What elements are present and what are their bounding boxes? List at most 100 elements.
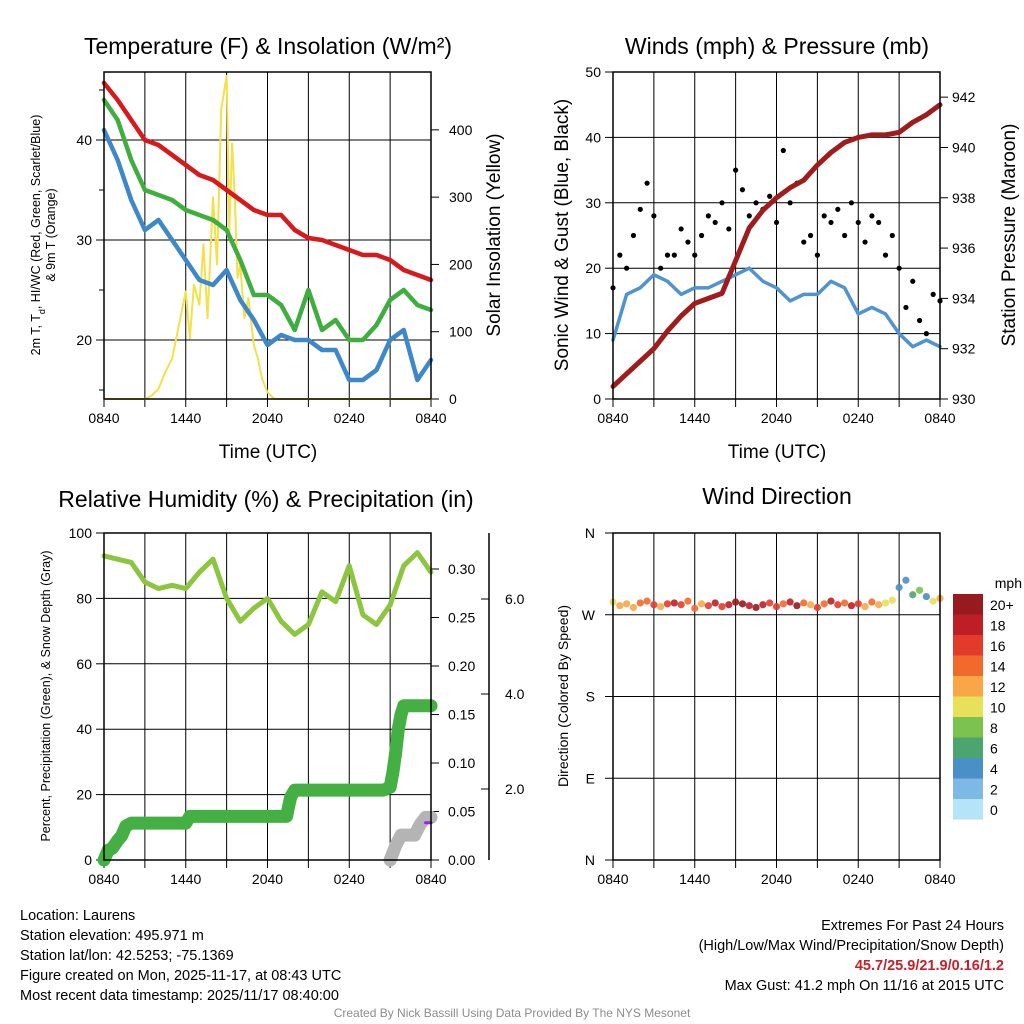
wind-direction-point xyxy=(793,602,801,610)
y-axis-label: 2m T, Td, HI/WC (Red, Green, Scarlet/Blu… xyxy=(29,115,47,356)
wind-direction-point xyxy=(752,603,760,612)
x-tick-label: 0240 xyxy=(843,410,874,426)
legend-swatch xyxy=(953,799,983,820)
wind-direction-point xyxy=(691,604,699,612)
y-right-axis-label: Solar Insolation (Yellow) xyxy=(484,133,505,336)
panel-title: Relative Humidity (%) & Precipitation (i… xyxy=(58,486,473,512)
y-tick-label: 0 xyxy=(593,391,601,407)
x-tick-label: 1440 xyxy=(170,871,201,887)
wind-direction-point xyxy=(684,597,692,605)
gust-point xyxy=(787,200,793,206)
panel-title: Wind Direction xyxy=(702,483,852,509)
gust-point xyxy=(828,219,834,226)
gust-point xyxy=(712,219,718,226)
wind-direction-point xyxy=(657,602,665,611)
wind-direction-point xyxy=(888,596,896,604)
plot-frame xyxy=(612,532,941,861)
y-tick-label: 80 xyxy=(76,590,92,606)
wind-direction-point xyxy=(650,601,658,609)
wind-direction-point xyxy=(786,598,794,606)
x-tick-label: 0240 xyxy=(334,871,365,887)
wind-direction-point xyxy=(827,597,835,605)
gust-point xyxy=(923,331,929,337)
latlon-text: Station lat/lon: 42.5253; -75.1369 xyxy=(20,948,234,964)
y-tick-label: 20 xyxy=(76,787,92,803)
extremes-info: Extremes For Past 24 Hours (High/Low/Max… xyxy=(699,916,1004,996)
y-tick-label: 20 xyxy=(585,260,601,276)
snow-tick-label: 2.0 xyxy=(505,781,525,797)
gust-point xyxy=(746,213,752,219)
panel-1 xyxy=(96,71,439,407)
gust-point xyxy=(733,167,739,173)
y-right-tick-label: 100 xyxy=(449,324,473,340)
panel-title: Temperature (F) & Insolation (W/m²) xyxy=(84,33,452,59)
panel-4 xyxy=(605,532,983,868)
wind-direction-point xyxy=(847,602,856,610)
gust-point xyxy=(767,193,773,199)
y-axis-label: Direction (Colored By Speed) xyxy=(555,605,571,787)
gust-point xyxy=(617,252,623,258)
snow-depth-line xyxy=(383,810,438,867)
gust-point xyxy=(719,200,725,206)
wind-direction-point xyxy=(909,591,917,599)
y-tick-label: 40 xyxy=(585,129,601,145)
legend-label: 4 xyxy=(990,761,998,777)
y-right-tick-label: 400 xyxy=(449,122,473,138)
snow-tick-label: 6.0 xyxy=(505,591,525,607)
gust-point xyxy=(807,232,814,239)
legend-label: 8 xyxy=(990,720,998,736)
x-tick-label: 2040 xyxy=(252,871,283,887)
x-tick-label: 0840 xyxy=(924,410,955,426)
wind-direction-point xyxy=(813,603,821,612)
extremes-values: 45.7/25.9/21.9/0.16/1.2 xyxy=(854,958,1004,974)
y-tick-label: 60 xyxy=(76,656,92,672)
wind-direction-point xyxy=(772,602,781,611)
y-right-tick-label: 930 xyxy=(952,391,976,407)
plot-frame xyxy=(612,71,941,400)
y-tick-label: 10 xyxy=(585,326,601,342)
gust-point xyxy=(855,219,861,226)
wind-direction-point xyxy=(725,601,733,609)
wind-direction-point xyxy=(868,598,876,606)
legend-swatch xyxy=(953,758,983,779)
y-tick-label: 100 xyxy=(69,525,93,541)
precipitation-line xyxy=(97,699,438,867)
wind-direction-point xyxy=(759,601,767,609)
precip-tick-label: 0.10 xyxy=(448,755,475,771)
wind-direction-point xyxy=(732,598,740,606)
gust-point xyxy=(705,213,711,219)
gust-point xyxy=(876,219,882,226)
gust-point xyxy=(692,252,698,258)
y-tick-label: 30 xyxy=(76,232,92,248)
gust-point xyxy=(698,232,705,239)
gust-point xyxy=(726,226,732,232)
wind-direction-point xyxy=(636,599,644,607)
wind-direction-point xyxy=(895,583,903,592)
elevation-text: Station elevation: 495.971 m xyxy=(20,928,204,944)
gust-point xyxy=(882,252,889,258)
x-tick-label: 1440 xyxy=(679,410,710,426)
gust-point xyxy=(814,252,820,258)
wind-direction-point xyxy=(929,597,937,605)
wind-direction-point xyxy=(745,602,753,610)
wind-direction-point xyxy=(697,600,706,608)
x-tick-label: 0240 xyxy=(334,410,365,426)
y-axis-label-line2: & 9m T (Orange) xyxy=(44,188,58,281)
gust-point xyxy=(624,265,630,271)
gust-point xyxy=(896,265,902,271)
y-right-tick-label: 200 xyxy=(449,256,473,272)
gust-point xyxy=(637,206,643,212)
gust-point xyxy=(910,278,916,284)
gust-point xyxy=(835,206,841,212)
y-right-tick-label: 942 xyxy=(952,89,976,105)
legend-label: 6 xyxy=(990,741,998,757)
wind-direction-point xyxy=(670,599,678,607)
legend-swatch xyxy=(953,676,983,697)
gust-point xyxy=(671,252,677,258)
gust-point xyxy=(862,239,868,245)
gust-point xyxy=(916,317,923,324)
legend-label: 20+ xyxy=(990,597,1014,613)
plot-frame xyxy=(103,532,432,861)
wind-direction-point xyxy=(806,601,815,609)
